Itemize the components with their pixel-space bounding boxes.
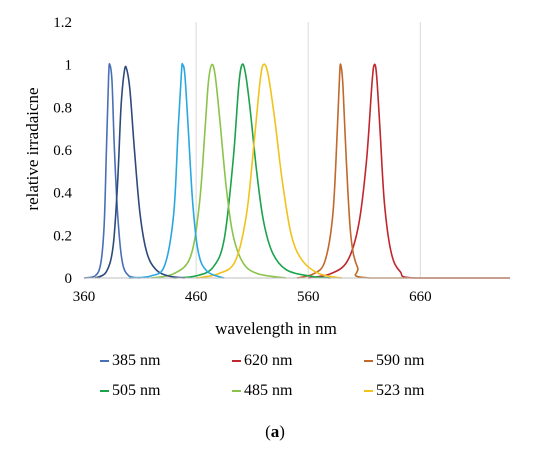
x-axis-title: wavelength in nm (215, 319, 337, 338)
legend-swatch (232, 360, 241, 362)
series-line (296, 63, 510, 279)
y-tick-label: 1.2 (53, 15, 72, 31)
legend-swatch (364, 360, 373, 362)
x-axis-ticks: 360 460 560 660 (73, 289, 432, 305)
line-chart: 0 0.2 0.4 0.6 0.8 1 1.2 360 460 560 660 wavelengt… (23, 15, 510, 338)
caption-open: ( (265, 422, 271, 441)
legend-item: 620 nm (232, 352, 292, 370)
legend-swatch (364, 390, 373, 392)
legend-swatch (100, 360, 109, 362)
legend-row-1: 385 nm 620 nm 590 nm (0, 352, 550, 376)
series-lines (83, 62, 510, 279)
y-tick-label: 0.8 (53, 100, 72, 116)
legend-label: 485 nm (244, 382, 293, 399)
y-tick-label: 1 (65, 58, 73, 74)
legend-label: 620 nm (244, 352, 293, 369)
x-tick-label: 460 (185, 289, 208, 305)
legend-item: 485 nm (232, 382, 292, 400)
legend-row-2: 505 nm 485 nm 523 nm (0, 382, 550, 406)
y-tick-label: 0.6 (53, 143, 72, 159)
legend-swatch (100, 390, 109, 392)
y-axis-ticks: 0 0.2 0.4 0.6 0.8 1 1.2 (53, 15, 72, 287)
y-tick-label: 0.4 (53, 186, 72, 202)
series-line (128, 62, 225, 279)
caption-letter: a (270, 422, 280, 441)
legend-label: 505 nm (112, 382, 161, 399)
y-tick-label: 0 (65, 271, 73, 287)
y-tick-label: 0.2 (53, 228, 72, 244)
caption-close: ) (279, 422, 285, 441)
figure-caption: (a) (0, 422, 550, 442)
series-line (308, 63, 510, 279)
x-tick-label: 360 (73, 289, 96, 305)
legend-label: 385 nm (112, 352, 161, 369)
y-axis-title: relative irradaicne (23, 87, 42, 210)
grid-lines (195, 22, 421, 278)
x-tick-label: 560 (297, 289, 320, 305)
legend-item: 590 nm (364, 352, 424, 370)
legend-label: 590 nm (376, 352, 425, 369)
series-line (173, 63, 331, 279)
series-line (195, 63, 342, 279)
legend-item: 385 nm (100, 352, 160, 370)
legend-item: 523 nm (364, 382, 424, 400)
series-line (94, 65, 185, 279)
legend-label: 523 nm (376, 382, 425, 399)
series-line (151, 63, 286, 279)
legend-item: 505 nm (100, 382, 160, 400)
x-tick-label: 660 (409, 289, 432, 305)
legend-swatch (232, 390, 241, 392)
series-line (83, 63, 141, 279)
